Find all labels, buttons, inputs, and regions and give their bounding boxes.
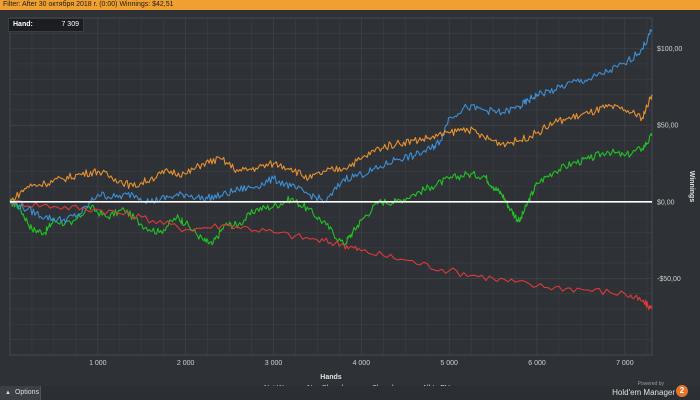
bottom-bar: ▲ Options bbox=[0, 386, 700, 400]
hand-value: 7 309 bbox=[61, 21, 79, 28]
brand-logo: Powered by Hold'em Manager 2 bbox=[612, 381, 692, 399]
x-axis-label: Hands bbox=[320, 374, 342, 381]
x-tick-label: 1 000 bbox=[89, 360, 107, 367]
hm2-logo-icon: 2 bbox=[676, 385, 688, 397]
x-tick-label: 7 000 bbox=[616, 360, 634, 367]
x-tick-labels: 1 000 2 000 3 000 4 000 5 000 6 000 7 000 bbox=[89, 360, 634, 367]
y-tick-label: -$50,00 bbox=[657, 276, 681, 283]
y-axis-label: Winnings bbox=[688, 171, 695, 203]
chart-series bbox=[9, 29, 653, 311]
y-tick-label: $100,00 bbox=[657, 46, 682, 53]
x-tick-label: 2 000 bbox=[177, 360, 195, 367]
x-tick-label: 6 000 bbox=[528, 360, 546, 367]
series-line-non-showdown bbox=[9, 199, 653, 311]
options-button[interactable]: ▲ Options bbox=[0, 386, 41, 400]
filter-bar: Filter: After 30 октября 2018 г. (0:00) … bbox=[0, 0, 700, 10]
brand-name: Hold'em Manager bbox=[612, 388, 675, 397]
x-tick-label: 4 000 bbox=[353, 360, 371, 367]
chart-grid bbox=[9, 17, 653, 356]
hand-label: Hand: bbox=[13, 21, 33, 28]
y-tick-labels: $100,00 $50,00 $0,00 -$50,00 bbox=[657, 46, 682, 283]
options-label: Options bbox=[14, 389, 40, 396]
series-line-net-won bbox=[9, 132, 653, 247]
y-tick-label: $0,00 bbox=[657, 199, 675, 206]
filter-text: Filter: After 30 октября 2018 г. (0:00) … bbox=[3, 1, 174, 8]
series-line-all-in-ev bbox=[9, 94, 653, 203]
powered-by-text: Powered by bbox=[637, 381, 664, 387]
winnings-chart: 1 000 2 000 3 000 4 000 5 000 6 000 7 000 $100… bbox=[9, 17, 695, 381]
x-tick-label: 3 000 bbox=[265, 360, 283, 367]
chevron-up-icon: ▲ bbox=[5, 390, 11, 396]
series-line-showdown bbox=[9, 29, 653, 224]
x-tick-label: 5 000 bbox=[440, 360, 458, 367]
hand-counter: Hand: 7 309 bbox=[8, 18, 84, 32]
y-tick-label: $50,00 bbox=[657, 123, 679, 130]
